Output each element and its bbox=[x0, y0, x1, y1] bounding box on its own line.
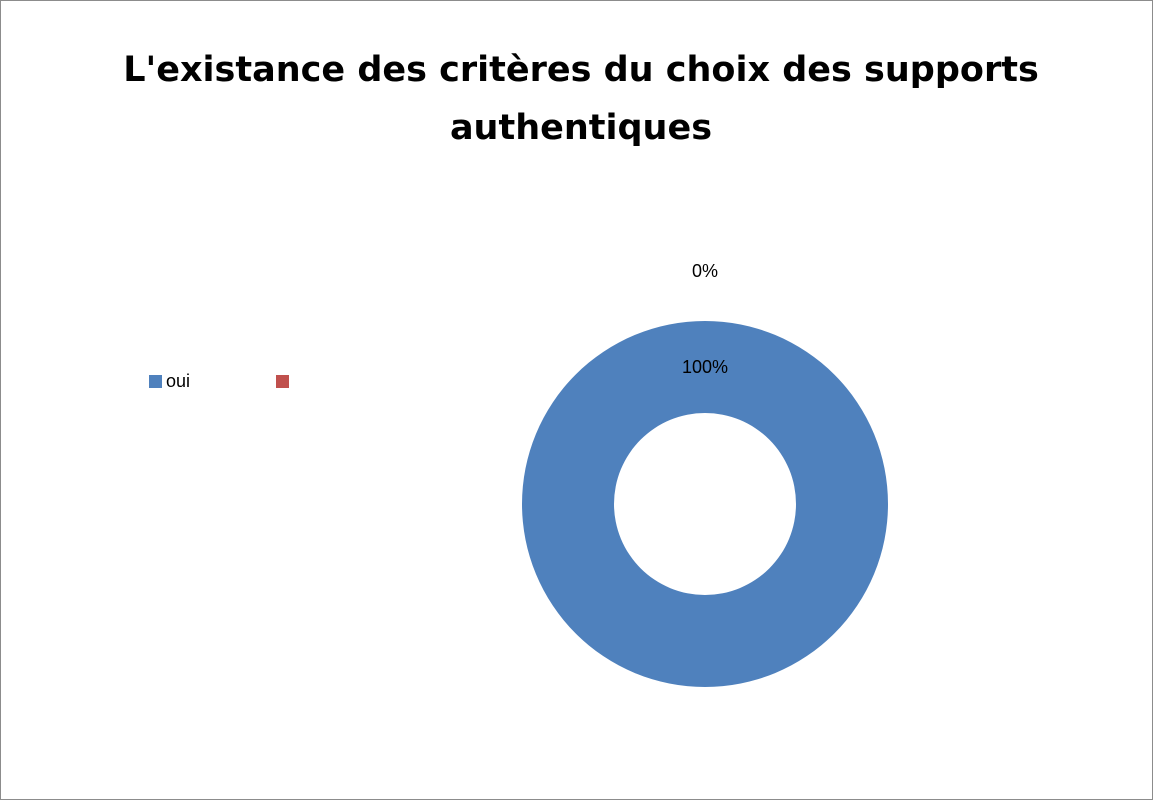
donut-slice-oui bbox=[522, 321, 888, 687]
legend-label-oui: oui bbox=[166, 370, 191, 391]
legend-swatch-oui bbox=[149, 374, 162, 388]
legend: oui bbox=[149, 369, 293, 393]
chart-title: L'existance des critères du choix des su… bbox=[123, 50, 1039, 148]
legend-swatch-second bbox=[276, 374, 289, 388]
data-label-1: 100% bbox=[682, 357, 728, 377]
legend-item-second bbox=[276, 374, 293, 388]
data-label-2: 0% bbox=[692, 261, 718, 281]
legend-item-oui: oui bbox=[149, 371, 256, 392]
